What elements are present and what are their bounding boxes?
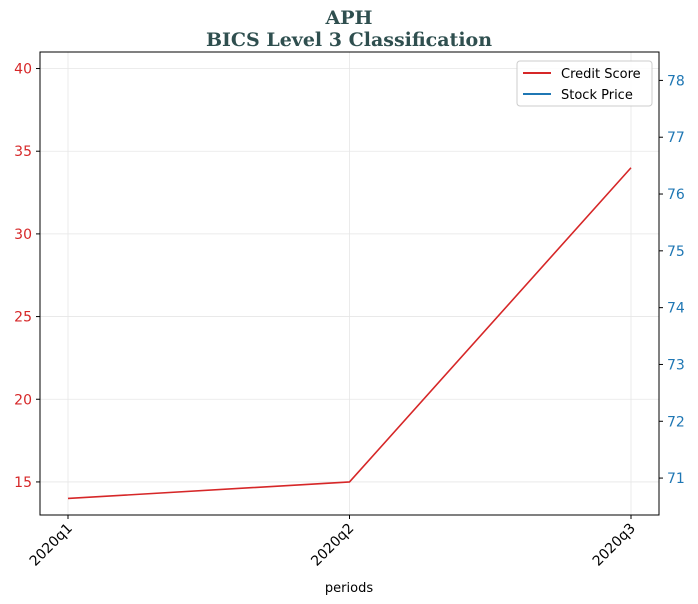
left-tick-label: 40: [14, 62, 32, 78]
gridlines: [40, 52, 659, 515]
x-tick-label: 2020q2: [308, 521, 357, 570]
legend-label-credit-score: Credit Score: [561, 67, 641, 82]
right-axis: 71 72 73 74 75 76 77 78: [659, 73, 685, 487]
chart-subtitle: BICS Level 3 Classification: [206, 29, 492, 51]
right-tick-label: 74: [667, 301, 685, 317]
x-axis: 2020q1 2020q2 2020q3: [27, 515, 639, 570]
right-tick-label: 77: [667, 130, 685, 146]
right-tick-label: 71: [667, 471, 685, 487]
left-tick-label: 35: [14, 144, 32, 160]
legend-label-stock-price: Stock Price: [561, 88, 633, 103]
left-tick-label: 20: [14, 392, 32, 408]
right-tick-label: 73: [667, 357, 685, 373]
right-tick-label: 78: [667, 73, 685, 89]
left-tick-label: 25: [14, 310, 32, 326]
x-tick-label: 2020q1: [27, 521, 76, 570]
series-lines: [67, 167, 632, 500]
x-axis-label: periods: [325, 581, 373, 596]
right-tick-label: 76: [667, 187, 685, 203]
chart-title: APH: [325, 7, 373, 29]
left-axis: 15 20 25 30 35 40: [14, 62, 40, 491]
legend: Credit Score Stock Price: [516, 60, 653, 107]
right-tick-label: 75: [667, 244, 685, 260]
x-tick-label: 2020q3: [590, 521, 639, 570]
right-tick-label: 72: [667, 414, 685, 430]
left-tick-label: 15: [14, 475, 32, 491]
left-tick-label: 30: [14, 227, 32, 243]
series-line-credit-score: [67, 167, 632, 500]
